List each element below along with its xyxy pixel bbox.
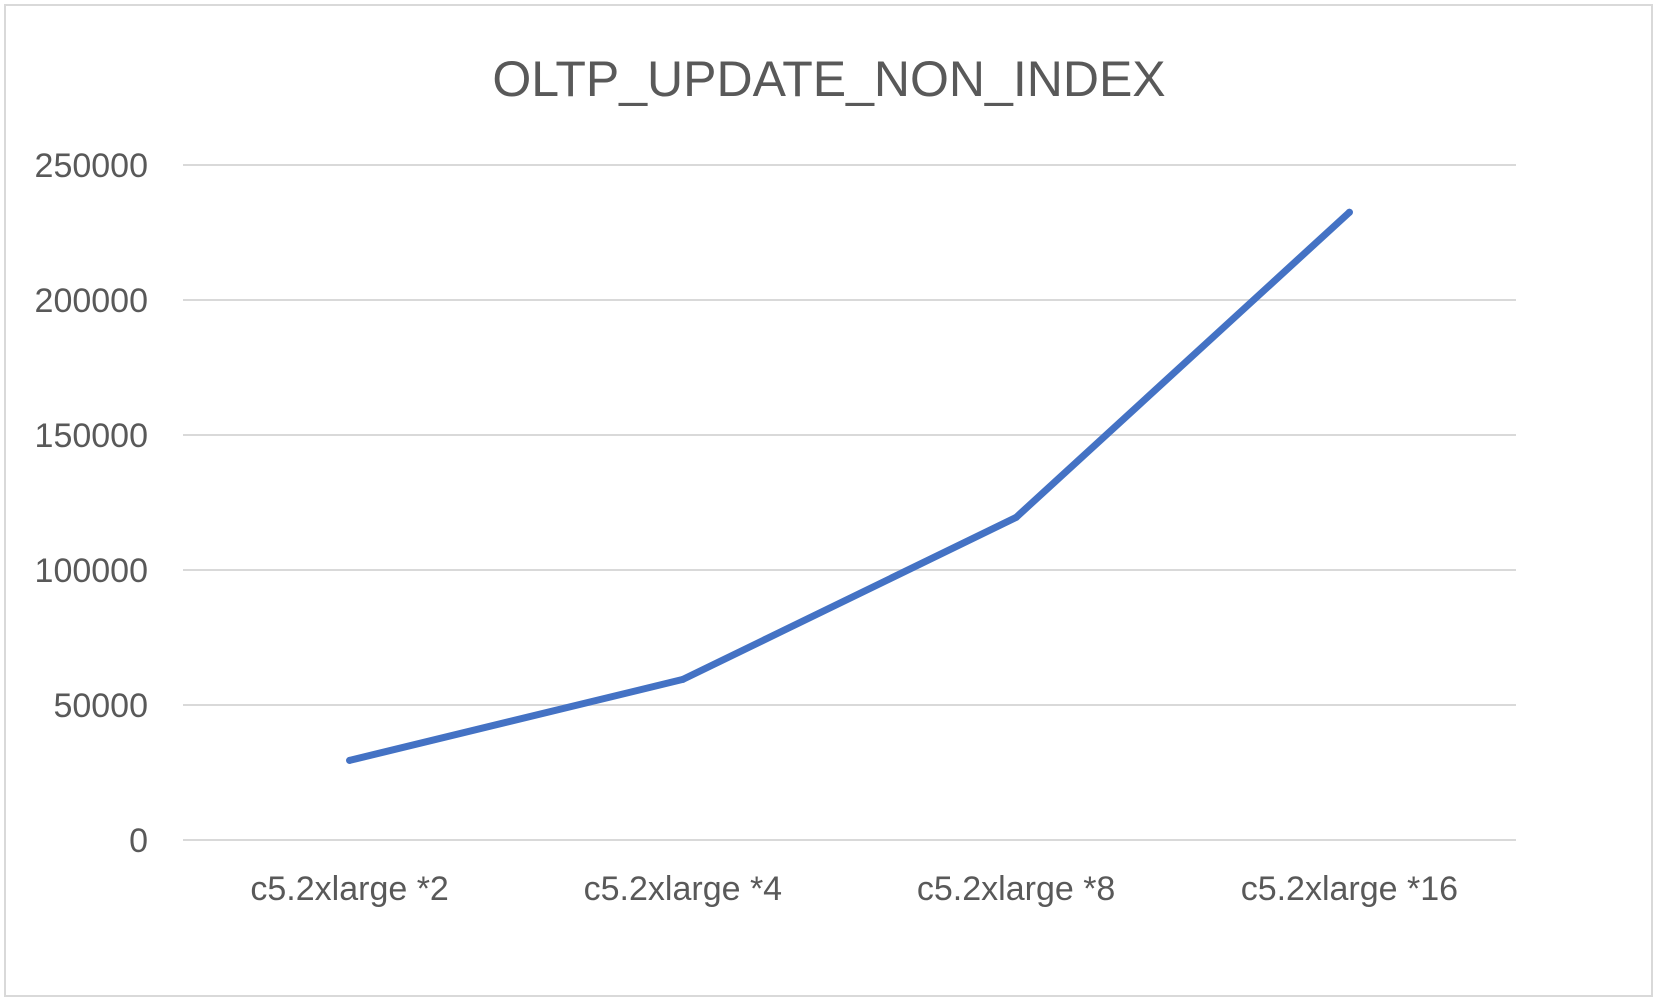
y-tick-label: 0 — [129, 822, 148, 860]
x-tick-label: c5.2xlarge *16 — [1241, 870, 1458, 908]
gridlines — [183, 164, 1516, 841]
y-tick-label: 200000 — [35, 282, 148, 320]
x-axis-ticks: c5.2xlarge *2 c5.2xlarge *4 c5.2xlarge *8 c… — [250, 870, 1458, 908]
y-axis-ticks: 0 50000 100000 150000 200000 250000 — [35, 147, 148, 860]
y-tick-label: 100000 — [35, 552, 148, 590]
series-line — [346, 208, 1353, 764]
chart-frame — [4, 4, 1653, 997]
y-tick-label: 50000 — [53, 687, 148, 725]
data-point — [679, 675, 687, 683]
data-point — [1345, 208, 1353, 216]
data-point — [346, 756, 354, 764]
y-tick-label: 250000 — [35, 147, 148, 185]
y-tick-label: 150000 — [35, 417, 148, 455]
chart-title: OLTP_UPDATE_NON_INDEX — [492, 51, 1165, 107]
x-tick-label: c5.2xlarge *8 — [917, 870, 1115, 908]
x-tick-label: c5.2xlarge *2 — [250, 870, 448, 908]
x-tick-label: c5.2xlarge *4 — [584, 870, 782, 908]
series-layer — [346, 208, 1353, 764]
data-point — [1012, 513, 1020, 521]
